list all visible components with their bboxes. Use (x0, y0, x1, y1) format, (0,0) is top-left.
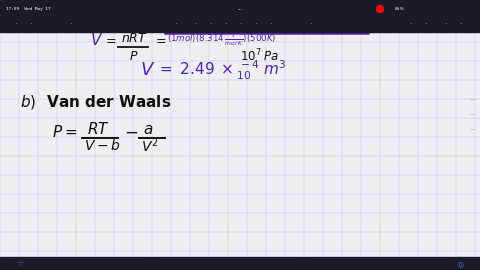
Text: 17:09  Wed May 17: 17:09 Wed May 17 (6, 7, 50, 11)
Text: ◎: ◎ (456, 259, 464, 268)
Text: —: — (469, 127, 475, 133)
Text: ☆: ☆ (16, 259, 24, 268)
Text: 85%: 85% (395, 7, 405, 11)
Text: ...: ... (238, 6, 242, 12)
Text: $V$: $V$ (140, 61, 156, 79)
Text: ·: · (224, 21, 226, 29)
Text: ·: · (209, 21, 211, 29)
Circle shape (376, 5, 384, 12)
Text: —: — (469, 97, 475, 103)
Text: ·: · (69, 21, 72, 29)
Text: $=\;2.49\;\times_{10}^{\,-4}\;m^3$: $=\;2.49\;\times_{10}^{\,-4}\;m^3$ (157, 58, 287, 82)
Text: $(1mol)(8.314\,\frac{J}{mol{\cdot}K})(500K)$: $(1mol)(8.314\,\frac{J}{mol{\cdot}K})(50… (167, 30, 276, 48)
Text: $P=$: $P=$ (52, 124, 77, 140)
Bar (0, 18, 480, 32)
Text: ·: · (424, 21, 426, 29)
Text: $nRT$: $nRT$ (121, 32, 148, 45)
Text: $-$: $-$ (124, 123, 138, 141)
Text: ·: · (194, 21, 196, 29)
Text: $b)$  Van der Waals: $b)$ Van der Waals (20, 93, 171, 111)
Text: $=$: $=$ (103, 33, 117, 46)
Text: ·: · (29, 21, 31, 29)
Text: ·: · (254, 21, 256, 29)
Bar (0, 257, 480, 270)
Text: ·: · (14, 21, 16, 29)
Text: ·: · (309, 21, 312, 29)
Text: ·: · (239, 21, 241, 29)
Text: $10^7\;Pa$: $10^7\;Pa$ (240, 48, 279, 64)
Text: $=$: $=$ (153, 33, 167, 46)
Text: ·: · (459, 21, 461, 29)
Text: $V-b$: $V-b$ (84, 139, 120, 154)
Text: $V^2$: $V^2$ (141, 137, 159, 155)
Text: ·: · (174, 21, 176, 29)
Text: $RT$: $RT$ (87, 121, 110, 137)
Text: ·: · (269, 21, 271, 29)
Text: ·: · (444, 21, 446, 29)
Text: $P$: $P$ (129, 49, 139, 62)
Text: $a$: $a$ (143, 122, 153, 137)
Bar (0, 0, 480, 18)
Text: $V$: $V$ (90, 32, 103, 48)
Text: ·: · (408, 21, 411, 29)
Text: —: — (469, 113, 475, 117)
